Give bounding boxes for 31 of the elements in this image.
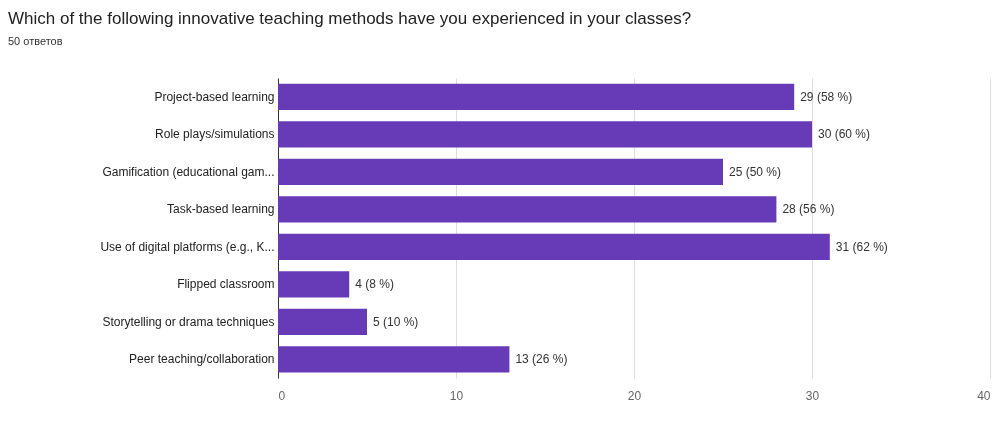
y-tick-label: Role plays/simulations — [155, 127, 275, 142]
chart-title: Which of the following innovative teaching methods have you experienced in your classes? — [8, 9, 692, 28]
y-tick-label: Gamification (educational gam... — [102, 164, 275, 179]
bar — [278, 308, 367, 335]
bar — [278, 83, 795, 110]
data-label: 4 (8 %) — [355, 277, 394, 292]
bar — [278, 158, 723, 185]
x-tick-label: 40 — [977, 388, 991, 403]
bar — [278, 233, 830, 260]
x-tick-label: 0 — [278, 388, 286, 403]
y-tick-label: Use of digital platforms (e.g., K... — [100, 239, 275, 254]
y-tick-label: Task-based learning — [167, 202, 275, 217]
data-label: 13 (26 %) — [515, 352, 568, 367]
bar — [278, 121, 812, 148]
text: 50 ответов — [8, 35, 63, 47]
data-label: 29 (58 %) — [800, 89, 853, 104]
data-label: 5 (10 %) — [373, 314, 419, 329]
y-tick-label: Flipped classroom — [177, 277, 275, 292]
x-tick-label: 10 — [449, 388, 464, 403]
y-tick-label: Project-based learning — [154, 89, 275, 104]
y-tick-label: Peer teaching/collaboration — [129, 352, 275, 367]
data-label: 28 (56 %) — [782, 202, 835, 217]
x-tick-label: 20 — [627, 388, 642, 403]
bar — [278, 196, 777, 223]
data-label: 30 (60 %) — [818, 127, 871, 142]
bar — [278, 346, 510, 373]
x-tick-label: 30 — [805, 388, 820, 403]
data-label: 31 (62 %) — [835, 239, 888, 254]
data-label: 25 (50 %) — [729, 164, 782, 179]
bar — [278, 271, 350, 298]
y-tick-label: Storytelling or drama techniques — [102, 314, 275, 329]
